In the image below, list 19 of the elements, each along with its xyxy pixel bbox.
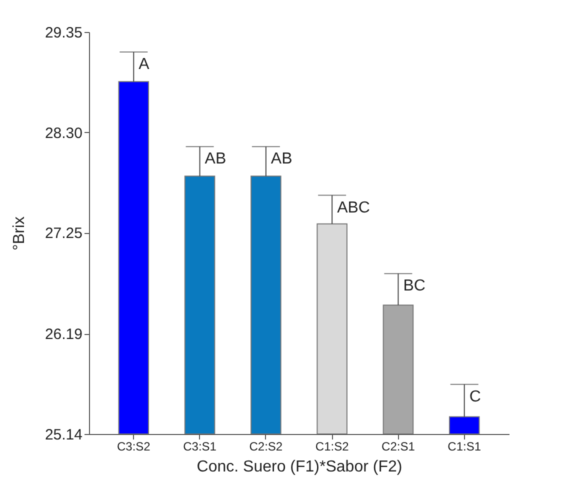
x-tick-label: C1:S1 [448, 440, 482, 454]
annotation: A [138, 56, 150, 74]
annotation: ABC [337, 199, 370, 216]
x-tick-label: C2:S2 [249, 440, 283, 454]
x-tick-label: C1:S2 [315, 440, 350, 454]
x-axis-title: Conc. Suero (F1)*Sabor (F2) [196, 458, 402, 476]
y-tick-label: 25.14 [44, 426, 82, 444]
annotation: C [469, 388, 481, 406]
x-tick-label: C3:S2 [116, 440, 151, 454]
x-tick-label: C2:S1 [382, 440, 416, 454]
y-tick-label: 29.35 [44, 24, 82, 42]
y-tick-label: 26.19 [44, 326, 82, 344]
annotation: AB [270, 150, 292, 168]
y-axis-title: °Brix [10, 216, 28, 250]
annotation: AB [204, 150, 226, 168]
x-tick-label: C3:S1 [183, 440, 217, 454]
y-tick-label: 28.30 [44, 124, 82, 142]
annotation: BC [403, 278, 426, 295]
y-tick-label: 27.25 [44, 225, 82, 242]
